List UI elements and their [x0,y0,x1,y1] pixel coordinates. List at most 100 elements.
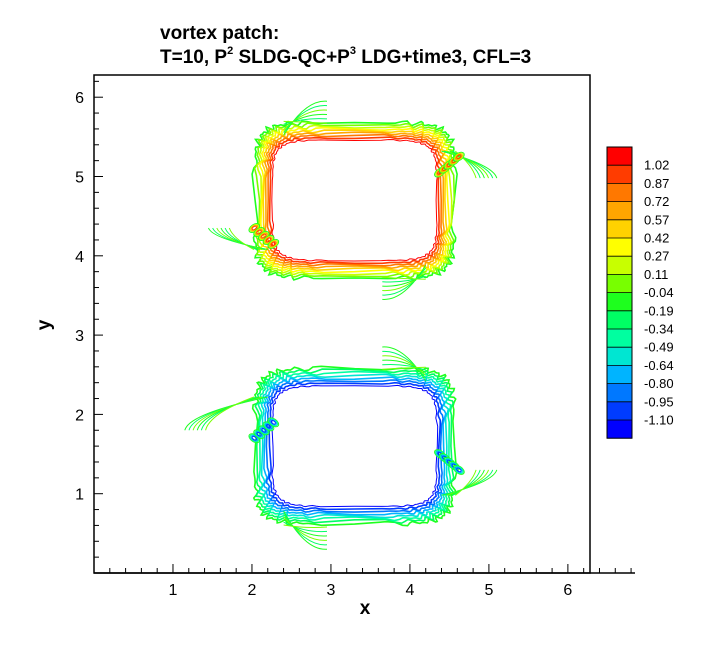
legend-swatch [607,420,632,439]
filament-contour [452,150,481,179]
legend-swatch [607,365,632,384]
filament-contour [283,521,328,533]
legend-level-label: -0.04 [644,285,674,300]
filament-contour [452,469,481,496]
filament-contour [382,275,426,283]
filament-contour [283,513,328,546]
filament-contour [449,469,485,496]
filament-contour [382,273,426,287]
ripple-contour [449,156,459,165]
contour-level-ring [251,120,458,281]
filament-contour [200,396,257,431]
title-superscript-2: 2 [227,45,234,57]
legend-level-label: -0.19 [644,303,674,318]
ripple-contour [439,164,450,173]
filament-contour [283,524,328,528]
ripple-contour [443,457,456,467]
filament-contour [188,396,266,431]
ripple-contour [251,435,257,441]
legend-swatch [607,292,632,312]
ripple-contour [256,431,262,437]
legend-level-label: 0.11 [644,267,668,282]
legend-swatch [607,256,632,275]
ripple-contour [269,419,277,426]
ripple-contour [444,160,455,169]
legend-level-label: -0.95 [644,394,674,409]
filament-contour [216,227,263,250]
filament-contour [283,519,328,537]
filament-contour [224,227,257,250]
filament-contour [283,510,328,550]
ripple-contour [438,453,451,463]
plot-frame [93,74,591,574]
filament-contour [382,364,426,371]
contour-level-ring [256,124,453,276]
filament-contour [382,355,427,376]
ripple-contour [264,236,273,244]
title-line-2: T=10, P2 SLDG-QC+P3 LDG+time3, CFL=3 [160,46,531,70]
contour-level-ring [265,379,444,513]
filament-contour [454,469,477,496]
contour-level-ring [271,384,439,508]
contour-level-ring [263,131,446,270]
y-tick-label: 1 [75,487,84,504]
filament-contour [441,150,498,179]
ripple-contour [270,420,276,425]
ripple-contour [251,225,257,231]
x-tick-label: 6 [563,582,572,599]
filament-contour [228,227,255,250]
ripple-contour [265,237,272,243]
contour-level-ring [266,133,443,267]
filament-contour [382,366,426,370]
legend-swatch [607,329,632,348]
filament-contour [382,267,427,296]
ripple-contour [456,154,462,159]
legend-swatch [607,347,632,366]
title-part-1: T=10, P [160,47,228,68]
filament-contour [382,346,427,382]
color-legend: 1.02 0.87 0.72 0.57 0.42 0.27 0.11 -0.04 -0.19 -0… [606,146,674,439]
legend-level-label: -0.80 [644,376,674,391]
ripple-contour [261,428,267,433]
contour-level-ring [263,376,447,516]
filament-contour [283,516,328,541]
contour-level-ring [254,368,455,525]
y-tick-label: 3 [75,328,84,345]
ripple-contour [454,465,464,474]
legend-level-label: 0.42 [644,231,669,246]
ripple-contour [438,163,451,174]
legend-swatch [607,165,632,184]
legend-level-label: 0.87 [644,176,669,191]
title-part-5: LDG+time3, CFL=3 [355,47,532,68]
y-tick-label: 6 [75,90,84,107]
title-superscript-3: 3 [349,45,356,57]
contour-level-ring [259,126,451,274]
ripple-contour [435,450,445,459]
ripple-contour [269,240,277,248]
ripple-contour [454,152,464,161]
filament-contour [446,469,489,496]
ripple-contour [434,449,446,460]
x-tick-label: 1 [169,582,178,599]
ripple-contour [256,229,262,235]
filament-contour [449,150,485,179]
legend-level-label: -1.10 [644,413,674,428]
legend-level-label: 0.27 [644,249,669,264]
contour-level-ring [260,373,450,519]
filament-contour [444,469,494,496]
title-line-1: vortex patch: [160,23,280,44]
filament-contour [382,265,427,300]
legend-swatch [607,274,632,293]
legend-swatch [607,219,632,239]
filament-contour [205,396,255,431]
x-tick-label: 2 [248,582,257,599]
ripple-contour [443,159,456,170]
ripple-contour [268,418,279,427]
legend-level-label: 0.57 [644,212,669,227]
ripple-contour [434,167,446,178]
ripple-contour [439,453,450,463]
contour-level-ring [271,138,439,262]
vortex-positive [208,100,498,300]
ripple-contour [448,460,461,471]
